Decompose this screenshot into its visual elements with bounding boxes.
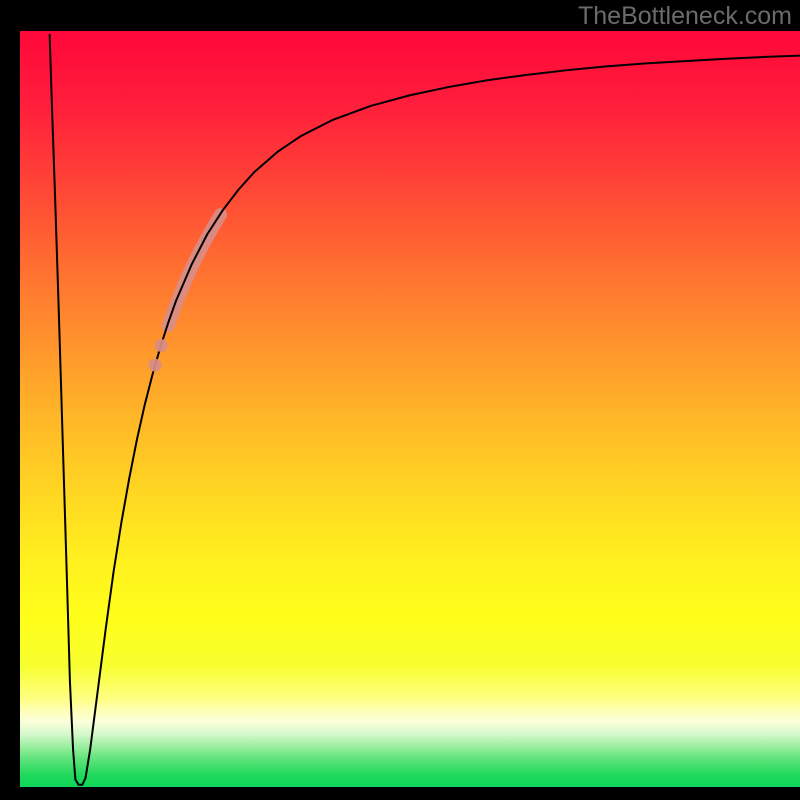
plot-background (20, 31, 800, 787)
chart-canvas: TheBottleneck.com (0, 0, 800, 800)
highlight-marker (155, 339, 168, 352)
highlight-marker (148, 359, 161, 372)
bottleneck-curve-chart (0, 0, 800, 800)
watermark-label: TheBottleneck.com (578, 2, 792, 31)
